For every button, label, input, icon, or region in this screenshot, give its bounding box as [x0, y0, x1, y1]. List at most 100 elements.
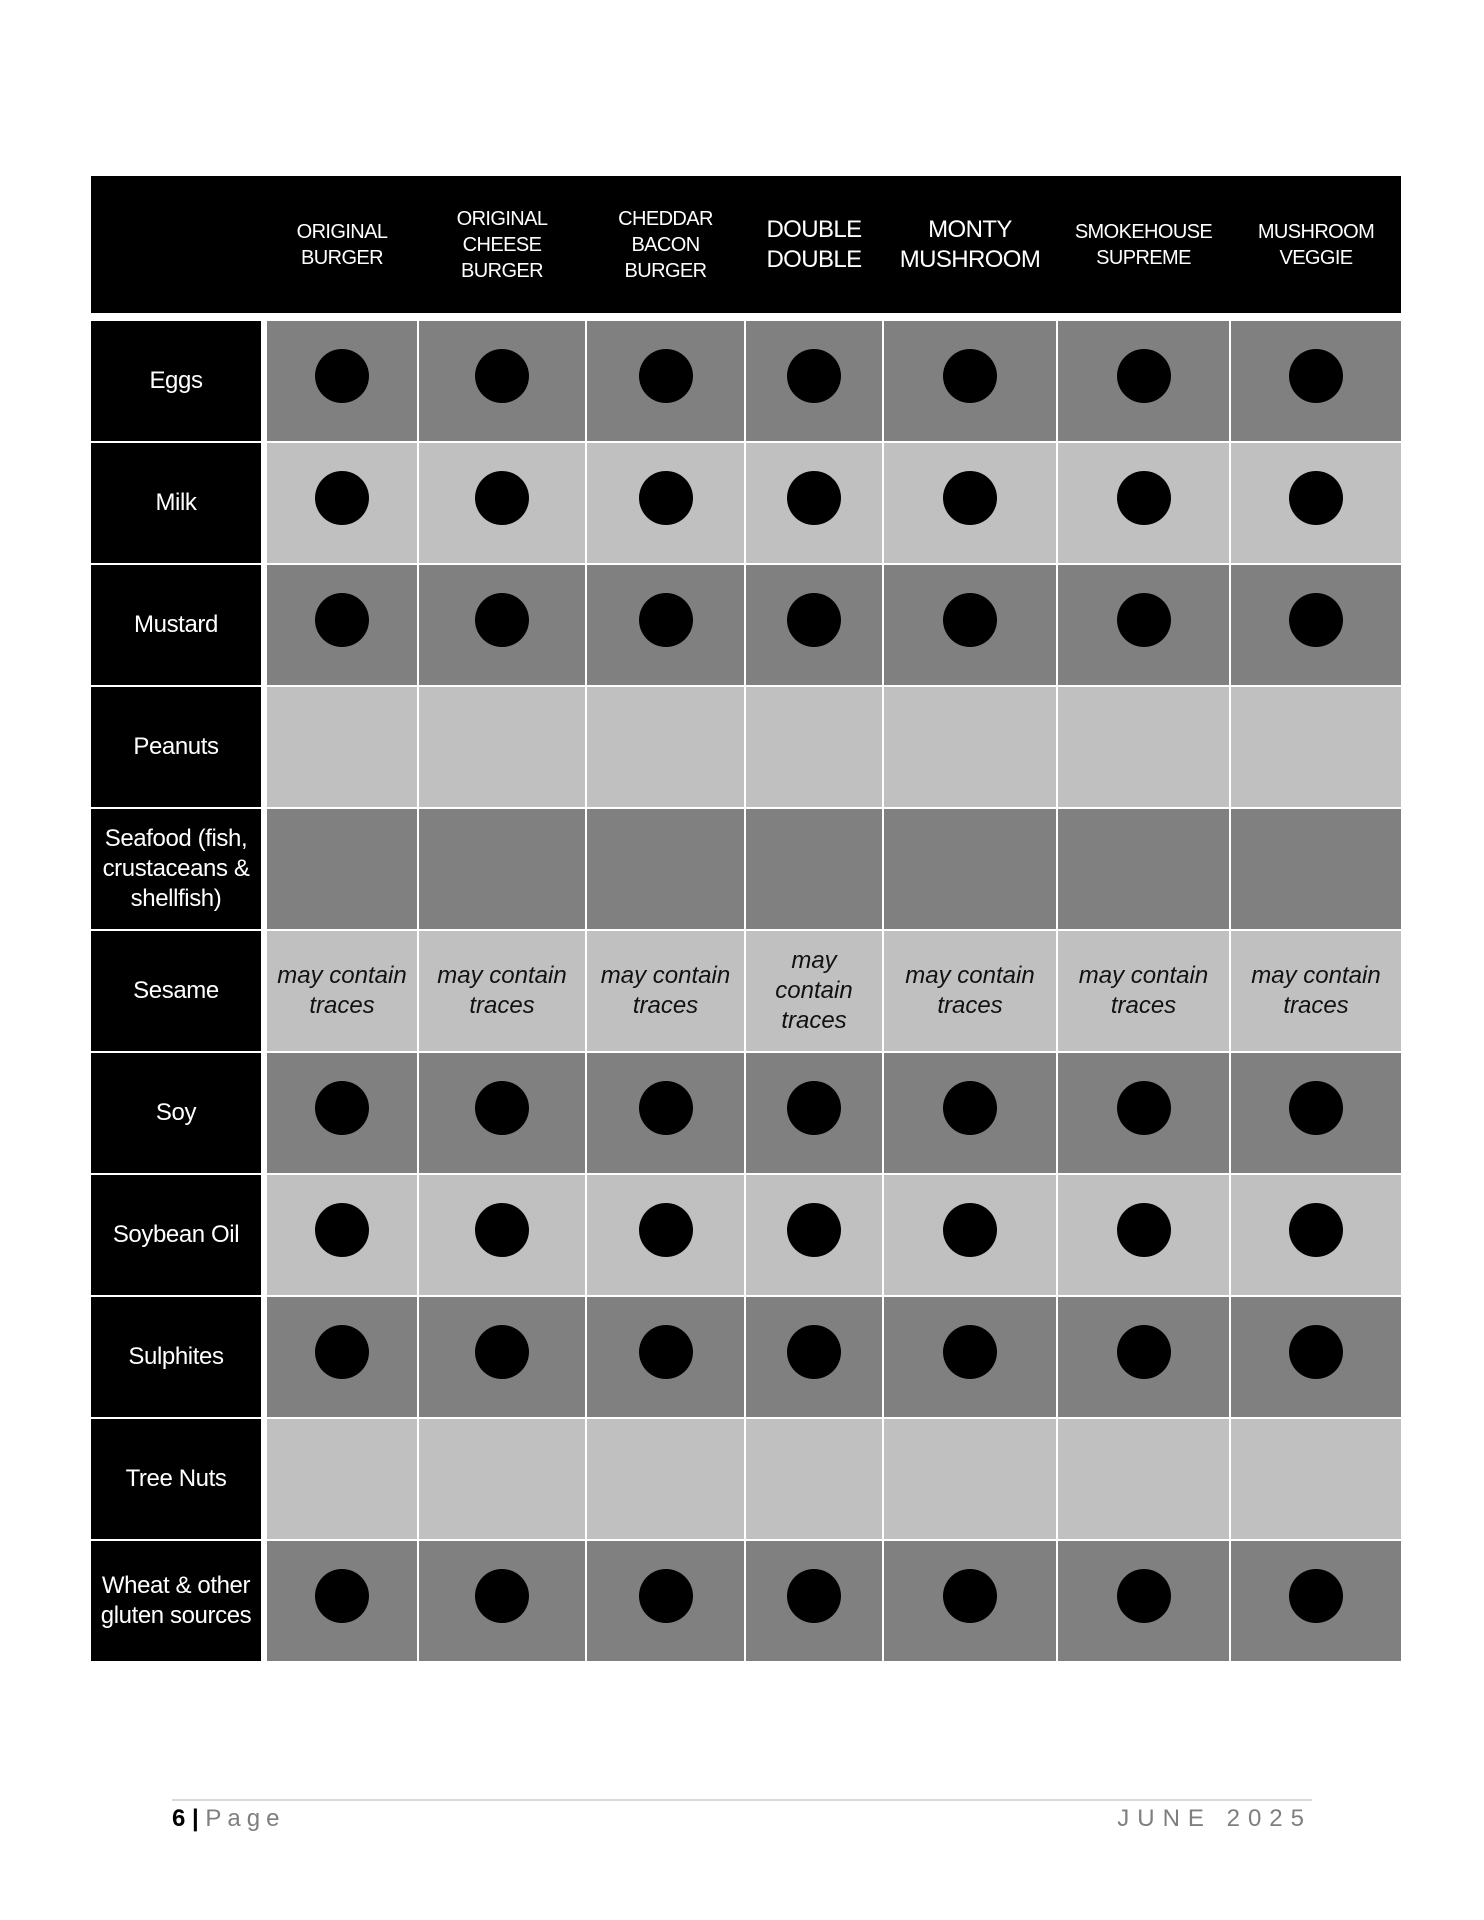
table-cell [419, 565, 585, 685]
allergen-dot-icon [787, 1569, 841, 1623]
row-label: Soybean Oil [91, 1175, 261, 1295]
table-cell [884, 1297, 1056, 1417]
table-cell [1058, 1053, 1229, 1173]
allergen-dot-icon [943, 1203, 997, 1257]
table-cell [1058, 1541, 1229, 1661]
allergen-dot-icon [787, 471, 841, 525]
allergen-dot-icon [315, 1203, 369, 1257]
allergen-dot-icon [638, 1325, 693, 1379]
table-cell [587, 321, 744, 441]
row-label: Sulphites [91, 1297, 261, 1417]
table-cell [884, 321, 1056, 441]
allergen-dot-icon [787, 349, 841, 403]
table-cell [419, 687, 585, 807]
trace-note: may contain traces [775, 947, 853, 1034]
allergen-dot-icon [315, 1569, 369, 1623]
table-row: Mustard [91, 565, 1401, 685]
table-cell [267, 687, 417, 807]
table-cell: may contain traces [746, 931, 882, 1051]
table-cell [587, 443, 744, 563]
allergen-dot-icon [1289, 471, 1343, 525]
allergen-dot-icon [475, 1203, 529, 1257]
table-cell [587, 1175, 744, 1295]
table-cell [267, 321, 417, 441]
table-cell [746, 321, 882, 441]
allergen-dot-icon [315, 1081, 369, 1135]
table-cell [587, 809, 744, 929]
table-cell [1231, 443, 1401, 563]
column-header: SMOKEHOUSE SUPREME [1058, 176, 1229, 313]
table-cell [1231, 1053, 1401, 1173]
table-cell: may contain traces [267, 931, 417, 1051]
table-cell [746, 565, 882, 685]
allergen-dot-icon [943, 471, 997, 525]
table-cell [1058, 809, 1229, 929]
trace-note: may contain traces [600, 962, 731, 1019]
row-label: Eggs [91, 321, 261, 441]
table-cell [587, 565, 744, 685]
allergen-dot-icon [638, 471, 693, 525]
row-label: Milk [91, 443, 261, 563]
table-row: Seafood (fish, crustaceans & shellfish) [91, 809, 1401, 929]
page-label: Page [205, 1805, 286, 1832]
table-cell [884, 809, 1056, 929]
allergen-dot-icon [1116, 471, 1171, 525]
allergen-dot-icon [638, 1203, 693, 1257]
allergen-dot-icon [787, 1203, 841, 1257]
allergen-dot-icon [943, 1081, 997, 1135]
table-row: Soy [91, 1053, 1401, 1173]
allergen-dot-icon [315, 1325, 369, 1379]
table-cell [746, 1053, 882, 1173]
row-label: Seafood (fish, crustaceans & shellfish) [91, 809, 261, 929]
allergen-dot-icon [787, 1325, 841, 1379]
allergen-dot-icon [943, 1325, 997, 1379]
table-cell [267, 565, 417, 685]
column-header: MONTY MUSHROOM [884, 176, 1056, 313]
column-header: DOUBLE DOUBLE [746, 176, 882, 313]
allergen-dot-icon [1289, 1325, 1343, 1379]
page-number: 6 [172, 1805, 186, 1832]
table-cell [1231, 809, 1401, 929]
page-separator: | [185, 1805, 206, 1832]
table-cell: may contain traces [1058, 931, 1229, 1051]
allergen-dot-icon [1116, 1081, 1171, 1135]
column-header: ORIGINAL CHEESE BURGER [419, 176, 585, 313]
allergen-dot-icon [943, 349, 997, 403]
table-cell [746, 1297, 882, 1417]
allergen-dot-icon [315, 349, 369, 403]
allergen-dot-icon [943, 593, 997, 647]
table-cell [419, 1297, 585, 1417]
allergen-dot-icon [475, 349, 529, 403]
allergen-dot-icon [638, 1569, 693, 1623]
table-cell [587, 687, 744, 807]
table-row: Tree Nuts [91, 1419, 1401, 1539]
table-cell [884, 565, 1056, 685]
row-label: Peanuts [91, 687, 261, 807]
allergen-dot-icon [475, 1325, 529, 1379]
column-header: MUSHROOM VEGGIE [1231, 176, 1401, 313]
allergen-dot-icon [1116, 1325, 1171, 1379]
table-cell [1231, 1297, 1401, 1417]
row-label: Wheat & other gluten sources [91, 1541, 261, 1661]
header-corner [91, 176, 265, 313]
allergen-dot-icon [1289, 349, 1343, 403]
table-cell [1231, 1541, 1401, 1661]
table-cell: may contain traces [884, 931, 1056, 1051]
table-cell [587, 1541, 744, 1661]
table-cell [884, 443, 1056, 563]
table-cell [884, 1175, 1056, 1295]
table-cell [267, 1053, 417, 1173]
table-row: Milk [91, 443, 1401, 563]
footer-page: 6 | Page [172, 1805, 285, 1833]
table-cell [419, 1053, 585, 1173]
table-cell [267, 1419, 417, 1539]
table-cell [267, 809, 417, 929]
footer-date: JUNE 2025 [1117, 1805, 1312, 1832]
trace-note: may contain traces [905, 962, 1035, 1019]
trace-note: may contain traces [277, 962, 407, 1019]
row-label: Tree Nuts [91, 1419, 261, 1539]
allergen-dot-icon [638, 1081, 693, 1135]
table-cell [1058, 1175, 1229, 1295]
allergen-dot-icon [1116, 1203, 1171, 1257]
allergen-dot-icon [1116, 1569, 1171, 1623]
